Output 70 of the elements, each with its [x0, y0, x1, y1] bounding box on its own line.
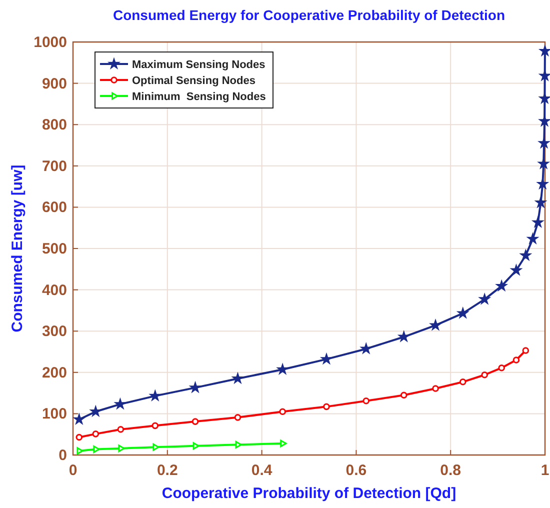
point [520, 250, 531, 260]
x-tick-label: 1 [540, 462, 550, 479]
point [152, 443, 160, 451]
y-tick-label: 600 [42, 199, 67, 216]
point [481, 371, 488, 378]
x-tick-label: 0 [68, 462, 78, 479]
point [278, 364, 288, 374]
y-tick-label: 500 [42, 240, 67, 258]
point [430, 320, 440, 330]
point [539, 138, 550, 148]
point [512, 356, 520, 364]
x-tick-label: 0.8 [440, 462, 462, 479]
y-tick-label: 900 [42, 75, 67, 92]
point [536, 197, 546, 207]
point [538, 158, 549, 168]
point [496, 280, 507, 290]
point [459, 378, 466, 386]
point [432, 385, 439, 392]
point [540, 93, 550, 103]
point [235, 440, 242, 448]
point [398, 332, 409, 342]
y-tick-label: 1000 [34, 34, 67, 51]
legend-label: Minimum Sensing Nodes [132, 91, 266, 103]
y-tick-label: 400 [42, 282, 67, 299]
point [540, 46, 550, 56]
y-tick-label: 200 [42, 364, 67, 382]
point [90, 406, 101, 416]
y-tick-label: 300 [42, 323, 67, 340]
point [192, 442, 200, 450]
point [279, 408, 286, 416]
point [458, 308, 468, 318]
x-axis-title: Cooperative Probability of Detection [Qd] [162, 485, 456, 502]
point [400, 392, 408, 399]
point [511, 265, 522, 275]
point [93, 446, 100, 453]
y-axis-title: Consumed Energy [uw] [9, 164, 26, 332]
point [540, 70, 550, 80]
point [190, 382, 200, 392]
point [361, 344, 372, 354]
point [117, 426, 124, 433]
point [323, 403, 330, 410]
point [538, 178, 548, 188]
legend-label: Maximum Sensing Nodes [132, 59, 266, 71]
point [280, 440, 287, 448]
point [150, 390, 160, 400]
x-tick-label: 0.6 [346, 462, 367, 479]
point [522, 347, 530, 354]
y-tick-label: 0 [58, 447, 67, 464]
point [480, 294, 490, 304]
point [528, 234, 538, 244]
legend-label: Optimal Sensing Nodes [132, 75, 256, 87]
point [498, 364, 505, 372]
chart-title: Consumed Energy for Cooperative Probability of Detection [112, 7, 506, 23]
point [74, 414, 84, 424]
point [92, 430, 100, 438]
point [232, 373, 243, 383]
y-tick-label: 800 [42, 116, 67, 134]
point [76, 434, 83, 441]
point [115, 399, 126, 409]
x-tick-label: 0.2 [156, 462, 178, 479]
y-tick-label: 700 [42, 158, 67, 175]
point [540, 116, 550, 126]
point [234, 414, 242, 421]
point [192, 418, 199, 425]
y-tick-label: 100 [42, 406, 67, 423]
x-tick-label: 0.4 [251, 462, 273, 479]
point [152, 422, 159, 430]
point [532, 217, 543, 227]
point [362, 398, 370, 404]
point [118, 444, 125, 452]
